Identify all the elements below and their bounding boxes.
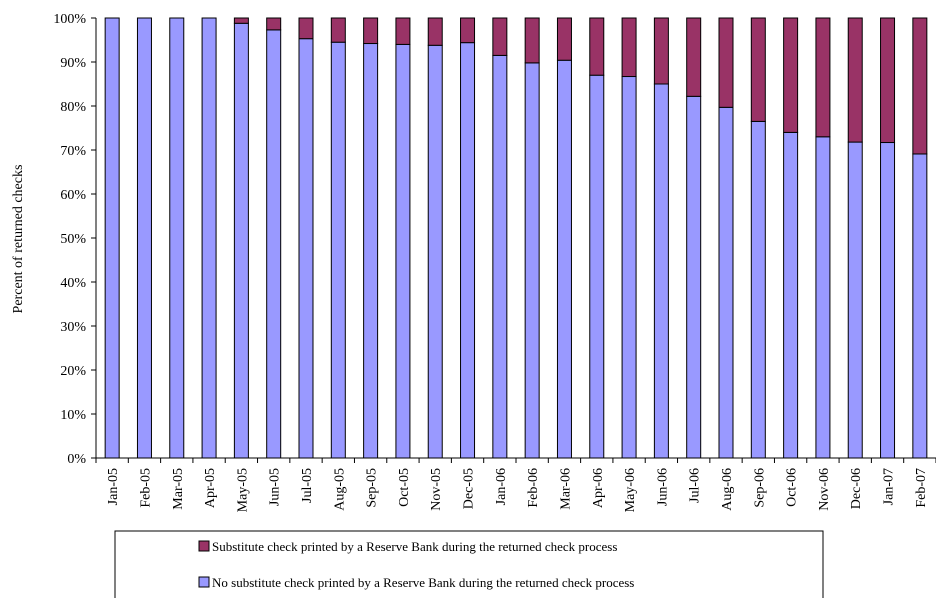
y-tick-label: 80% [60,100,86,115]
bar-segment-substitute [330,17,346,43]
y-tick-label: 40% [60,276,86,291]
bar-segment-no-substitute [524,62,540,459]
bar-segment-no-substitute [427,44,443,459]
bar-segment-no-substitute [460,42,476,459]
y-tick-label: 0% [67,452,86,467]
y-axis-title: Percent of returned checks [11,165,26,314]
bar-segment-no-substitute [363,43,379,459]
bar-segment-substitute [427,17,443,46]
bar-segment-substitute [266,17,282,31]
x-tick-label: Jan-06 [494,468,509,505]
bar-segment-substitute [815,17,831,138]
bar-segment-substitute [460,17,476,44]
bar-segment-substitute [589,17,605,76]
bar-segment-no-substitute [815,136,831,459]
x-tick-label: Apr-06 [591,468,606,508]
y-tick-label: 20% [60,364,86,379]
x-tick-label: Aug-05 [332,468,347,511]
legend-label: No substitute check printed by a Reserve… [212,575,634,590]
bar-segment-no-substitute [653,83,669,459]
legend-box [114,530,824,598]
bar-segment-substitute [492,17,508,56]
bar-segment-substitute [912,17,928,155]
plot-area [104,17,928,459]
x-tick-label: Jul-05 [300,468,315,503]
x-tick-label: Nov-06 [817,468,832,511]
bar-segment-no-substitute [395,43,411,459]
bar-segment-substitute [783,17,799,133]
bar-segment-substitute [847,17,863,143]
bar-segment-no-substitute [136,17,152,459]
x-tick-label: Oct-06 [785,468,800,507]
bar-segment-substitute [718,17,734,108]
x-tick-label: Jun-06 [655,468,670,506]
x-tick-label: May-06 [623,468,638,512]
bar-segment-no-substitute [621,76,637,459]
bar-segment-no-substitute [104,17,120,459]
bar-segment-no-substitute [589,74,605,459]
bar-segment-no-substitute [783,131,799,459]
y-tick-label: 60% [60,188,86,203]
bar-segment-no-substitute [298,38,314,459]
bar-segment-no-substitute [169,17,185,459]
bar-segment-no-substitute [201,17,217,459]
x-tick-label: Feb-05 [138,468,153,508]
bar-segment-no-substitute [718,106,734,459]
bar-segment-substitute [363,17,379,45]
y-tick-label: 10% [60,408,86,423]
x-tick-label: Nov-05 [429,468,444,511]
y-tick-label: 100% [53,12,86,27]
x-tick-label: Sep-06 [752,468,767,508]
bar-segment-no-substitute [233,22,249,459]
bar-segment-no-substitute [750,120,766,459]
bar-segment-substitute [621,17,637,78]
bar-segment-no-substitute [492,54,508,459]
bar-segment-no-substitute [912,153,928,459]
bar-segment-substitute [556,17,572,61]
bar-segment-substitute [653,17,669,85]
y-tick-label: 90% [60,56,86,71]
x-axis: Jan-05 Feb-05 Mar-05 Apr-05 May-05 Jun-05 Jul-… [95,457,936,512]
x-tick-label: Feb-07 [914,468,929,508]
bar-segment-substitute [524,17,540,64]
x-tick-label: Mar-05 [171,468,186,510]
bar-segment-substitute [880,17,896,144]
x-tick-label: Jan-05 [106,468,121,505]
legend-swatch [198,576,210,588]
x-tick-label: Dec-05 [462,468,477,509]
y-tick-label: 70% [60,144,86,159]
bar-segment-substitute [750,17,766,122]
legend-label: Substitute check printed by a Reserve Ba… [212,539,617,554]
x-tick-label: Apr-05 [203,468,218,508]
bar-segment-no-substitute [880,142,896,459]
x-tick-label: Jun-05 [268,468,283,506]
legend-swatch [198,540,210,552]
bar-segment-no-substitute [330,41,346,459]
x-tick-label: Jan-07 [882,468,897,505]
bar-segment-no-substitute [266,29,282,459]
y-tick-label: 50% [60,232,86,247]
bar-segment-no-substitute [686,95,702,459]
x-tick-label: Dec-06 [849,468,864,509]
x-tick-label: Oct-05 [397,468,412,507]
x-tick-label: Mar-06 [558,468,573,510]
legend: Substitute check printed by a Reserve Ba… [114,530,824,598]
bar-segment-no-substitute [556,59,572,459]
y-tick-label: 30% [60,320,86,335]
x-tick-label: Jul-06 [688,468,703,503]
x-tick-label: Sep-05 [365,468,380,508]
y-axis: 0% 10% 20% 30% 40% 50% 60% 70% 80% 90% 100% [53,12,97,467]
bar-segment-no-substitute [847,141,863,459]
bar-segment-substitute [233,17,249,24]
bar-segment-substitute [686,17,702,97]
x-tick-label: May-05 [235,468,250,512]
x-tick-label: Aug-06 [720,468,735,511]
bar-segment-substitute [395,17,411,45]
x-tick-label: Feb-06 [526,468,541,508]
bar-segment-substitute [298,17,314,40]
